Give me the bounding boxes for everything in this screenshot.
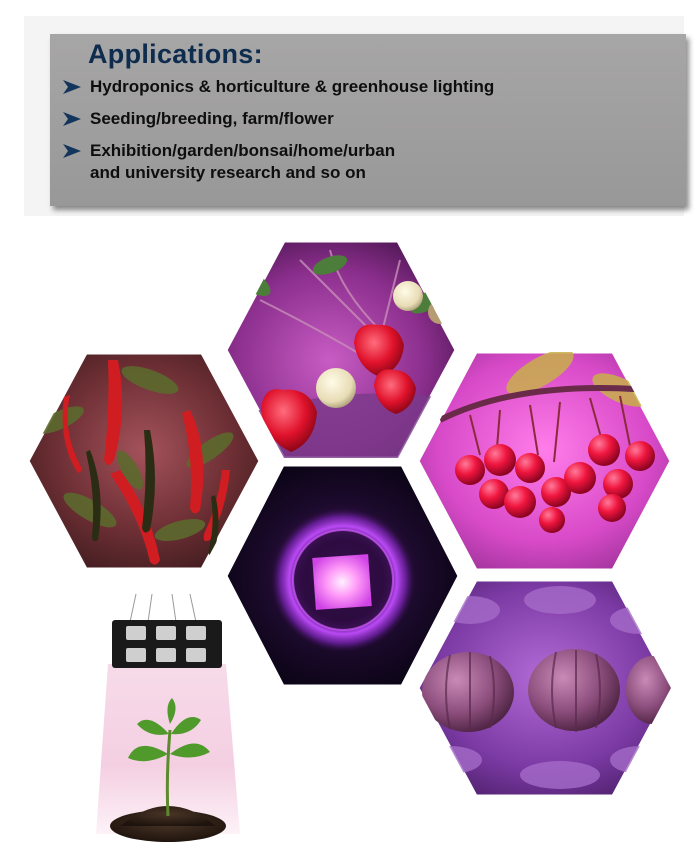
chili-pepper-photo — [26, 351, 262, 571]
application-item-text: Seeding/breeding, farm/flower — [90, 109, 334, 128]
arrow-bullet-icon — [63, 144, 81, 158]
application-item: Hydroponics & horticulture & greenhouse … — [62, 76, 494, 98]
cob-led-chip-photo — [224, 463, 461, 688]
application-item-text-block: Exhibition/garden/bonsai/home/urban and … — [90, 140, 395, 184]
arrow-bullet-icon — [63, 80, 81, 94]
cherry-photo — [416, 350, 673, 572]
application-item-text: Hydroponics & horticulture & greenhouse … — [90, 77, 495, 96]
grow-lamp-seedling-photo — [96, 594, 240, 842]
application-item: Seeding/breeding, farm/flower — [62, 108, 334, 130]
application-item-text: Exhibition/garden/bonsai/home/urban — [90, 141, 396, 160]
application-item-text-line2: and university research and so on — [90, 163, 366, 182]
strawberry-photo — [224, 239, 458, 460]
arrow-bullet-icon — [63, 112, 81, 126]
applications-title: Applications: — [88, 39, 263, 69]
application-item: Exhibition/garden/bonsai/home/urban and … — [62, 140, 395, 184]
applications-panel: Applications: Hydroponics & horticulture… — [50, 34, 686, 206]
watermelon-photo — [416, 578, 673, 798]
